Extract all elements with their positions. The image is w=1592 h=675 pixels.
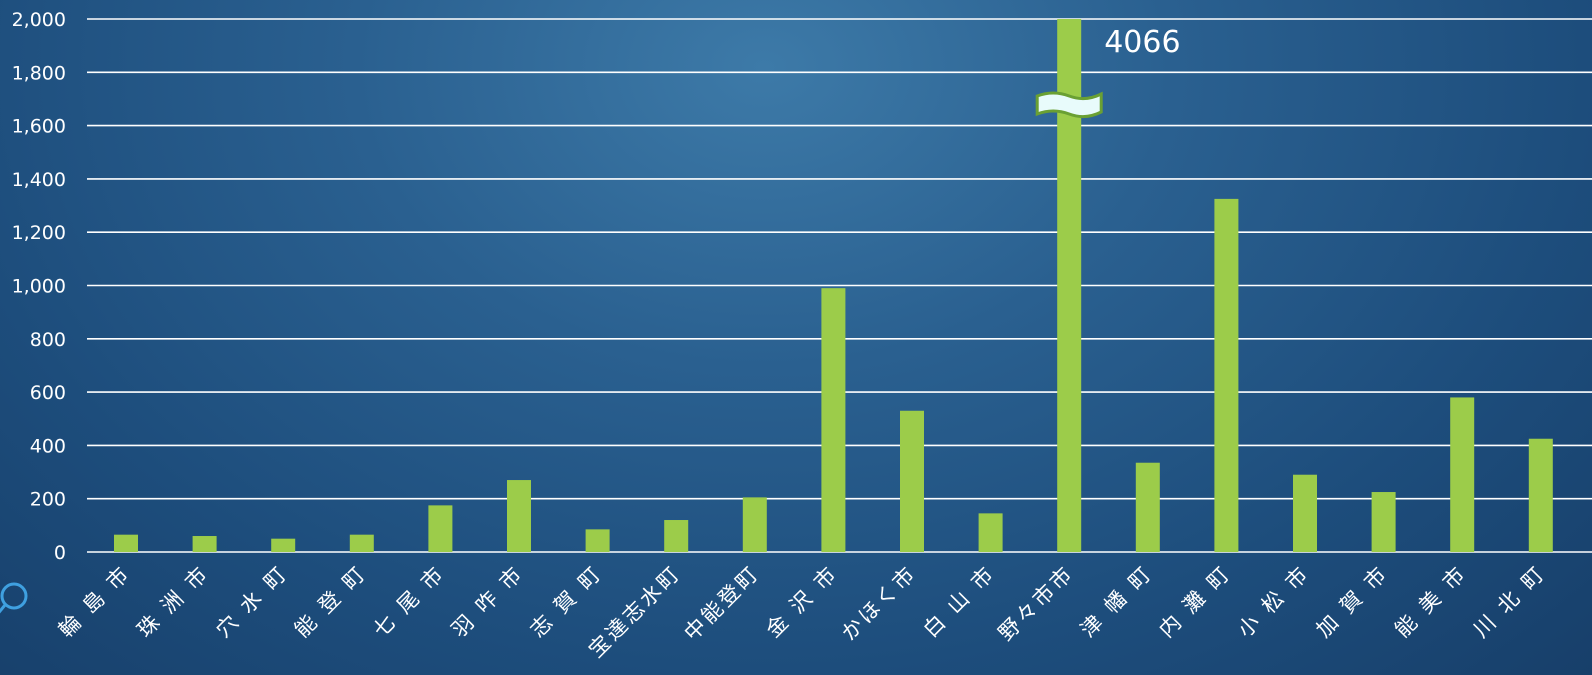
bar: [978, 513, 1003, 552]
value-annotation: 4066: [1104, 25, 1180, 60]
y-tick-label: 1,600: [12, 116, 66, 138]
bar: [1293, 474, 1317, 552]
x-tick-label: 珠 洲 市: [133, 561, 215, 643]
y-tick-label: 0: [54, 542, 66, 564]
magnifier-icon: [0, 582, 28, 614]
y-axis-ticks: 0 200 400 600 800 1,000 1,200 1,400 1,600 1,800 2,…: [12, 9, 66, 564]
x-tick-label: 中能登町: [679, 561, 764, 646]
x-tick-label: 白 山 市: [919, 561, 1001, 643]
y-tick-label: 1,000: [12, 276, 66, 298]
y-tick-label: 1,200: [12, 222, 66, 244]
x-tick-label: 加 賀 市: [1312, 561, 1394, 643]
x-axis-labels: 輪 島 市珠 洲 市穴 水 町能 登 町七 尾 市羽 咋 市志 賀 町宝達志水町…: [54, 561, 1550, 663]
annotations: 4066: [1035, 25, 1181, 119]
bar: [1450, 397, 1475, 552]
x-tick-label: 能 美 市: [1390, 561, 1472, 643]
y-tick-label: 400: [30, 435, 66, 457]
y-tick-label: 2,000: [12, 9, 66, 31]
bar: [1135, 462, 1160, 552]
bar: [192, 536, 217, 552]
x-tick-label: 津 幡 町: [1076, 561, 1158, 643]
bar: [821, 288, 846, 552]
x-tick-label: 金 沢 市: [761, 561, 843, 643]
y-tick-label: 200: [30, 489, 66, 511]
y-tick-label: 600: [30, 382, 66, 404]
x-tick-label: 野々市市: [994, 561, 1079, 646]
bar: [585, 529, 610, 552]
bar: [428, 505, 453, 552]
bar: [1214, 198, 1239, 552]
x-tick-label: 川 北 町: [1469, 561, 1551, 643]
x-tick-label: 内 灘 町: [1154, 561, 1236, 643]
bar: [349, 534, 374, 552]
x-tick-label: 小 松 市: [1233, 561, 1315, 643]
x-tick-label: 七 尾 市: [368, 561, 450, 643]
y-tick-label: 1,800: [12, 62, 66, 84]
bar: [1371, 492, 1396, 552]
bar: [742, 497, 767, 552]
x-tick-label: 穴 水 町: [211, 561, 293, 643]
bar: [507, 480, 531, 552]
axis-break-marker: [1035, 91, 1103, 119]
x-tick-label: 能 登 町: [290, 561, 372, 643]
bar: [114, 534, 138, 552]
bar: [1528, 438, 1553, 552]
y-tick-label: 800: [30, 329, 66, 351]
y-tick-label: 1,400: [12, 169, 66, 191]
x-tick-label: かほく市: [837, 561, 922, 646]
bars: [114, 19, 1553, 552]
bar: [900, 410, 924, 552]
bar: [271, 538, 296, 552]
bar: [664, 520, 689, 552]
x-tick-label: 志 賀 町: [526, 561, 608, 643]
x-tick-label: 輪 島 市: [54, 561, 136, 643]
x-tick-label: 羽 咋 市: [447, 561, 529, 643]
